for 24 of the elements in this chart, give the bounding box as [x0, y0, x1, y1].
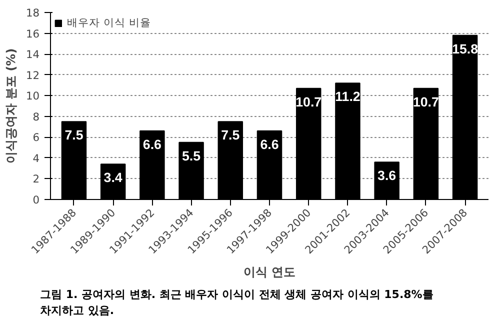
data-label: 3.4 [104, 170, 123, 186]
y-tick-label: 18 [26, 6, 40, 20]
y-tick-label: 8 [32, 110, 40, 124]
y-axis-title: 이식공여자 분포 (%) [4, 48, 18, 164]
data-label: 3.6 [378, 168, 396, 184]
y-tick-label: 16 [26, 27, 40, 40]
y-tick-label: 14 [26, 48, 40, 62]
data-label: 7.5 [64, 128, 84, 143]
y-tick-label: 4 [32, 152, 40, 165]
data-label: 6.6 [142, 136, 162, 152]
y-tick-label: 12 [26, 68, 40, 82]
y-tick-label: 2 [32, 172, 40, 186]
y-tick-label: 0 [32, 194, 40, 206]
data-label: 10.7 [296, 94, 322, 110]
data-label: 10.7 [412, 94, 439, 110]
y-tick-label: 10 [26, 90, 40, 103]
legend-label: 배우자 이식 비율 [67, 16, 151, 30]
x-axis-title: 이식 연도 [243, 265, 296, 280]
caption: 그림 1. 공여자의 변화. 최근 배우자 이식이 전체 생체 공여자 이식의 15.8%를 차지하고 있음. [40, 287, 434, 318]
data-label: 5.5 [182, 148, 202, 164]
data-label: 7.5 [221, 128, 240, 143]
data-label: 6.6 [260, 136, 279, 152]
y-tick-label: 6 [32, 131, 40, 144]
data-label: 11.2 [335, 89, 360, 104]
